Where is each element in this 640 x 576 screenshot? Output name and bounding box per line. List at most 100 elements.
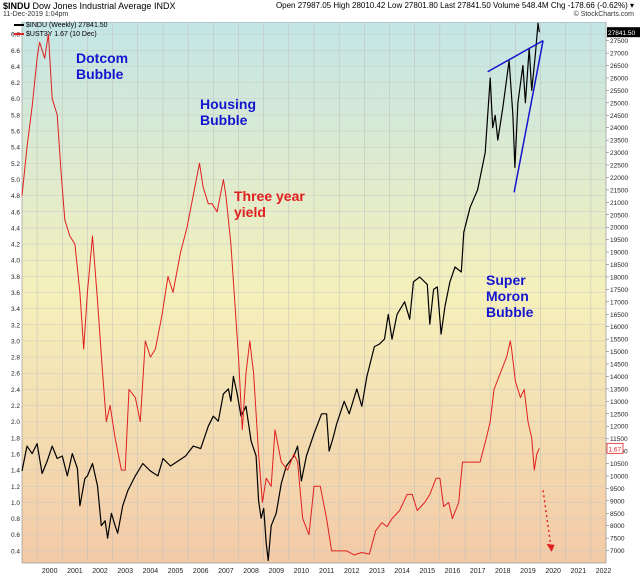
left-tick-label: 1.8	[11, 435, 20, 442]
right-tick-label: 9000	[610, 498, 625, 505]
right-tick-label: 18000	[610, 274, 628, 281]
last-value-tag-indu	[607, 27, 640, 38]
x-tick-label: 2000	[42, 568, 58, 575]
right-tick-label: 26500	[610, 63, 628, 70]
annotation-housing-bubble: Housing Bubble	[200, 96, 256, 128]
x-tick-label: 2010	[294, 568, 310, 575]
annotation-yield-line1: Three year	[234, 188, 305, 204]
right-tick-label: 26000	[610, 75, 628, 82]
x-tick-label: 2016	[445, 568, 461, 575]
right-tick-label: 16000	[610, 324, 628, 331]
annotation-dotcom-bubble: Dotcom Bubble	[76, 50, 128, 82]
right-tick-label: 13000	[610, 399, 628, 406]
chart-date: 11-Dec-2019 1:04pm	[3, 11, 69, 18]
right-tick-label: 14000	[610, 374, 628, 381]
left-tick-label: 6.6	[11, 48, 20, 55]
x-tick-label: 2020	[545, 568, 561, 575]
left-tick-label: 0.4	[11, 548, 20, 555]
x-tick-label: 2019	[520, 568, 536, 575]
left-tick-label: 4.8	[11, 193, 20, 200]
x-tick-label: 2017	[470, 568, 486, 575]
right-tick-label: 27500	[610, 38, 628, 45]
right-tick-label: 17000	[610, 299, 628, 306]
left-tick-label: 3.6	[11, 290, 20, 297]
annotation-housing-line1: Housing	[200, 96, 256, 112]
right-tick-label: 7000	[610, 548, 625, 555]
x-tick-label: 2013	[369, 568, 385, 575]
x-tick-label: 2018	[495, 568, 511, 575]
right-tick-label: 25000	[610, 100, 628, 107]
annotation-housing-line2: Bubble	[200, 112, 248, 128]
left-tick-label: 0.6	[11, 532, 20, 539]
left-tick-label: 6.4	[11, 64, 20, 71]
right-tick-label: 20500	[610, 212, 628, 219]
ohlc-summary: Open 27987.05 High 28010.42 Low 27801.80…	[275, 1, 634, 10]
legend-item-ust3y: $UST3Y 1.67 (10 Dec)	[14, 30, 108, 39]
right-tick-label: 23500	[610, 138, 628, 145]
annotation-super-line1: Super	[486, 272, 526, 288]
left-tick-label: 5.0	[11, 177, 20, 184]
x-tick-label: 2008	[243, 568, 259, 575]
right-tick-label: 11500	[610, 436, 628, 443]
left-tick-label: 1.4	[11, 468, 20, 475]
right-tick-label: 9500	[610, 486, 625, 493]
left-tick-label: 2.2	[11, 403, 20, 410]
right-tick-label: 14500	[610, 362, 628, 369]
right-tick-label: 21000	[610, 200, 628, 207]
x-tick-label: 2015	[419, 568, 435, 575]
trend-line	[513, 40, 544, 193]
right-tick-label: 24000	[610, 125, 628, 132]
forecast-arrow-head	[546, 543, 555, 552]
left-tick-label: 5.4	[11, 145, 20, 152]
right-tick-label: 10000	[610, 473, 628, 480]
left-tick-label: 3.0	[11, 338, 20, 345]
x-tick-label: 2021	[571, 568, 587, 575]
left-tick-label: 4.6	[11, 209, 20, 216]
annotation-yield-line2: yield	[234, 204, 266, 220]
annotation-three-year-yield: Three year yield	[234, 188, 305, 220]
right-tick-label: 23000	[610, 150, 628, 157]
left-tick-label: 2.8	[11, 355, 20, 362]
right-tick-label: 19500	[610, 237, 628, 244]
right-tick-label: 7500	[610, 536, 625, 543]
symbol-name: Dow Jones Industrial Average	[32, 1, 152, 11]
x-tick-label: 2005	[168, 568, 184, 575]
x-tick-label: 2014	[394, 568, 410, 575]
chart-header: $INDU Dow Jones Industrial Average INDX …	[0, 0, 640, 22]
right-tick-label: 19000	[610, 250, 628, 257]
left-tick-label: 2.6	[11, 371, 20, 378]
right-tick-label: 21500	[610, 187, 628, 194]
symbol-exchange: INDX	[153, 1, 176, 11]
right-tick-label: 22500	[610, 163, 628, 170]
right-tick-label: 18500	[610, 262, 628, 269]
x-tick-label: 2004	[143, 568, 159, 575]
left-tick-label: 1.0	[11, 500, 20, 507]
annotation-dotcom-line2: Bubble	[76, 66, 124, 82]
legend-item-indu: $INDU (Weekly) 27841.50	[14, 21, 108, 30]
x-tick-label: 2002	[92, 568, 108, 575]
left-tick-label: 6.2	[11, 80, 20, 87]
x-tick-label: 2022	[596, 568, 612, 575]
annotation-dotcom-line1: Dotcom	[76, 50, 129, 66]
right-tick-label: 20000	[610, 225, 628, 232]
trend-line	[487, 40, 544, 73]
last-value-label-ust3y: 1.67	[609, 446, 622, 453]
right-tick-label: 22000	[610, 175, 628, 182]
right-tick-label: 25500	[610, 88, 628, 95]
right-tick-label: 15000	[610, 349, 628, 356]
right-tick-label: 17500	[610, 287, 628, 294]
symbol-title: $INDU Dow Jones Industrial Average INDX	[3, 1, 175, 11]
last-value-label-indu: 27841.50	[608, 30, 635, 37]
left-tick-label: 1.2	[11, 484, 20, 491]
right-tick-label: 12000	[610, 424, 628, 431]
legend-label-ust3y: $UST3Y 1.67 (10 Dec)	[26, 31, 97, 38]
right-tick-label: 27000	[610, 51, 628, 58]
right-tick-label: 24500	[610, 113, 628, 120]
left-tick-label: 5.6	[11, 129, 20, 136]
source-credit: © StockCharts.com	[573, 11, 634, 18]
x-tick-label: 2003	[117, 568, 133, 575]
annotation-super-moron-bubble: Super Moron Bubble	[486, 272, 533, 320]
x-tick-label: 2001	[67, 568, 83, 575]
legend-swatch-indu	[14, 24, 24, 27]
